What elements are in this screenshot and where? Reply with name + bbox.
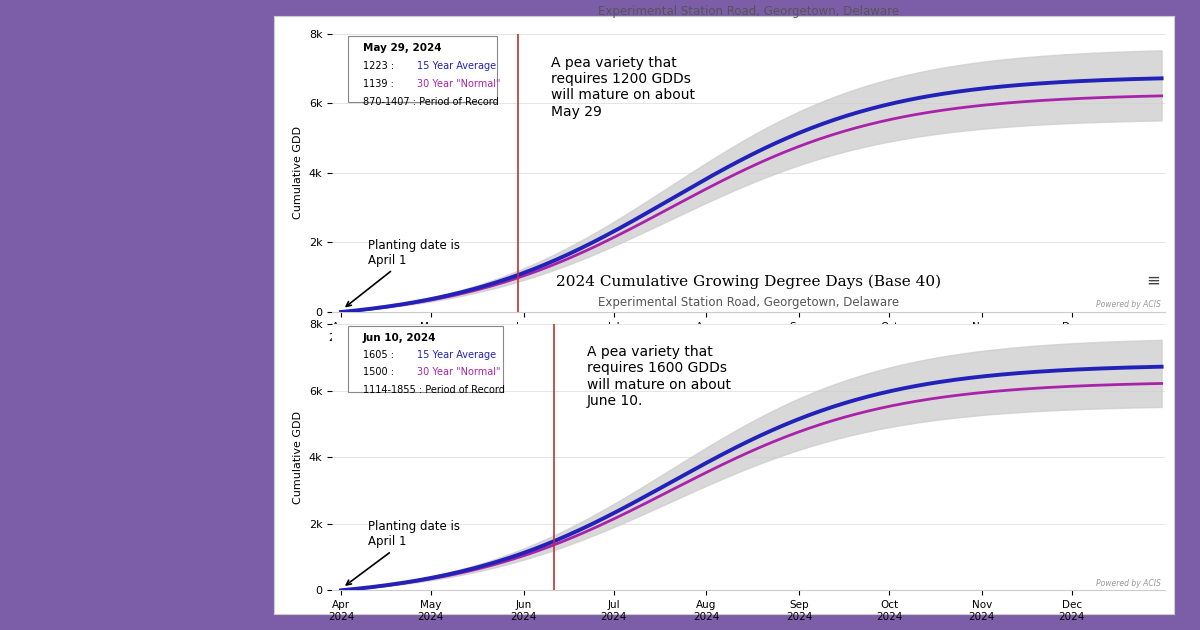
- Text: 1114-1855 : Period of Record: 1114-1855 : Period of Record: [362, 385, 505, 395]
- Text: A pea variety that
requires 1600 GDDs
will mature on about
June 10.: A pea variety that requires 1600 GDDs wi…: [587, 345, 731, 408]
- Text: May 29, 2024: May 29, 2024: [362, 43, 442, 53]
- Text: 15 Year Average: 15 Year Average: [418, 350, 496, 360]
- Text: 1500 :: 1500 :: [362, 367, 397, 377]
- Text: A pea variety that
requires 1200 GDDs
will mature on about
May 29: A pea variety that requires 1200 GDDs wi…: [551, 56, 695, 118]
- Text: 870-1407 : Period of Record: 870-1407 : Period of Record: [362, 97, 499, 107]
- Text: 1605 :: 1605 :: [362, 350, 397, 360]
- Text: Planting date is
April 1: Planting date is April 1: [347, 520, 460, 585]
- Text: 30 Year "Normal": 30 Year "Normal": [418, 79, 500, 89]
- Text: Jun 10, 2024: Jun 10, 2024: [362, 333, 437, 343]
- Y-axis label: Cumulative GDD: Cumulative GDD: [293, 411, 304, 503]
- Text: Powered by ACIS: Powered by ACIS: [1096, 578, 1160, 588]
- Text: Experimental Station Road, Georgetown, Delaware: Experimental Station Road, Georgetown, D…: [598, 296, 899, 309]
- Text: 1139 :: 1139 :: [362, 79, 397, 89]
- Text: Powered by ACIS: Powered by ACIS: [1096, 301, 1160, 309]
- Text: 1223 :: 1223 :: [362, 61, 397, 71]
- Text: Jun 10, 2024
1605 : 15 Year Average
1500 : 30 Year "Normal"
1114-1855 : Period o: Jun 10, 2024 1605 : 15 Year Average 1500…: [353, 331, 498, 387]
- Text: 15 Year Average: 15 Year Average: [418, 61, 496, 71]
- Text: Planting date is
April 1: Planting date is April 1: [347, 239, 460, 306]
- Y-axis label: Cumulative GDD: Cumulative GDD: [293, 127, 304, 219]
- Text: May 29, 2024
1223 : 15 Year Average
1139 : 30 Year "Normal"
870-1407 : Period of: May 29, 2024 1223 : 15 Year Average 1139…: [353, 41, 492, 98]
- Text: Experimental Station Road, Georgetown, Delaware: Experimental Station Road, Georgetown, D…: [598, 6, 899, 18]
- Text: 2024 Cumulative Growing Degree Days (Base 40): 2024 Cumulative Growing Degree Days (Bas…: [556, 275, 941, 289]
- Text: 30 Year "Normal": 30 Year "Normal": [418, 367, 500, 377]
- Text: ≡: ≡: [1146, 272, 1160, 289]
